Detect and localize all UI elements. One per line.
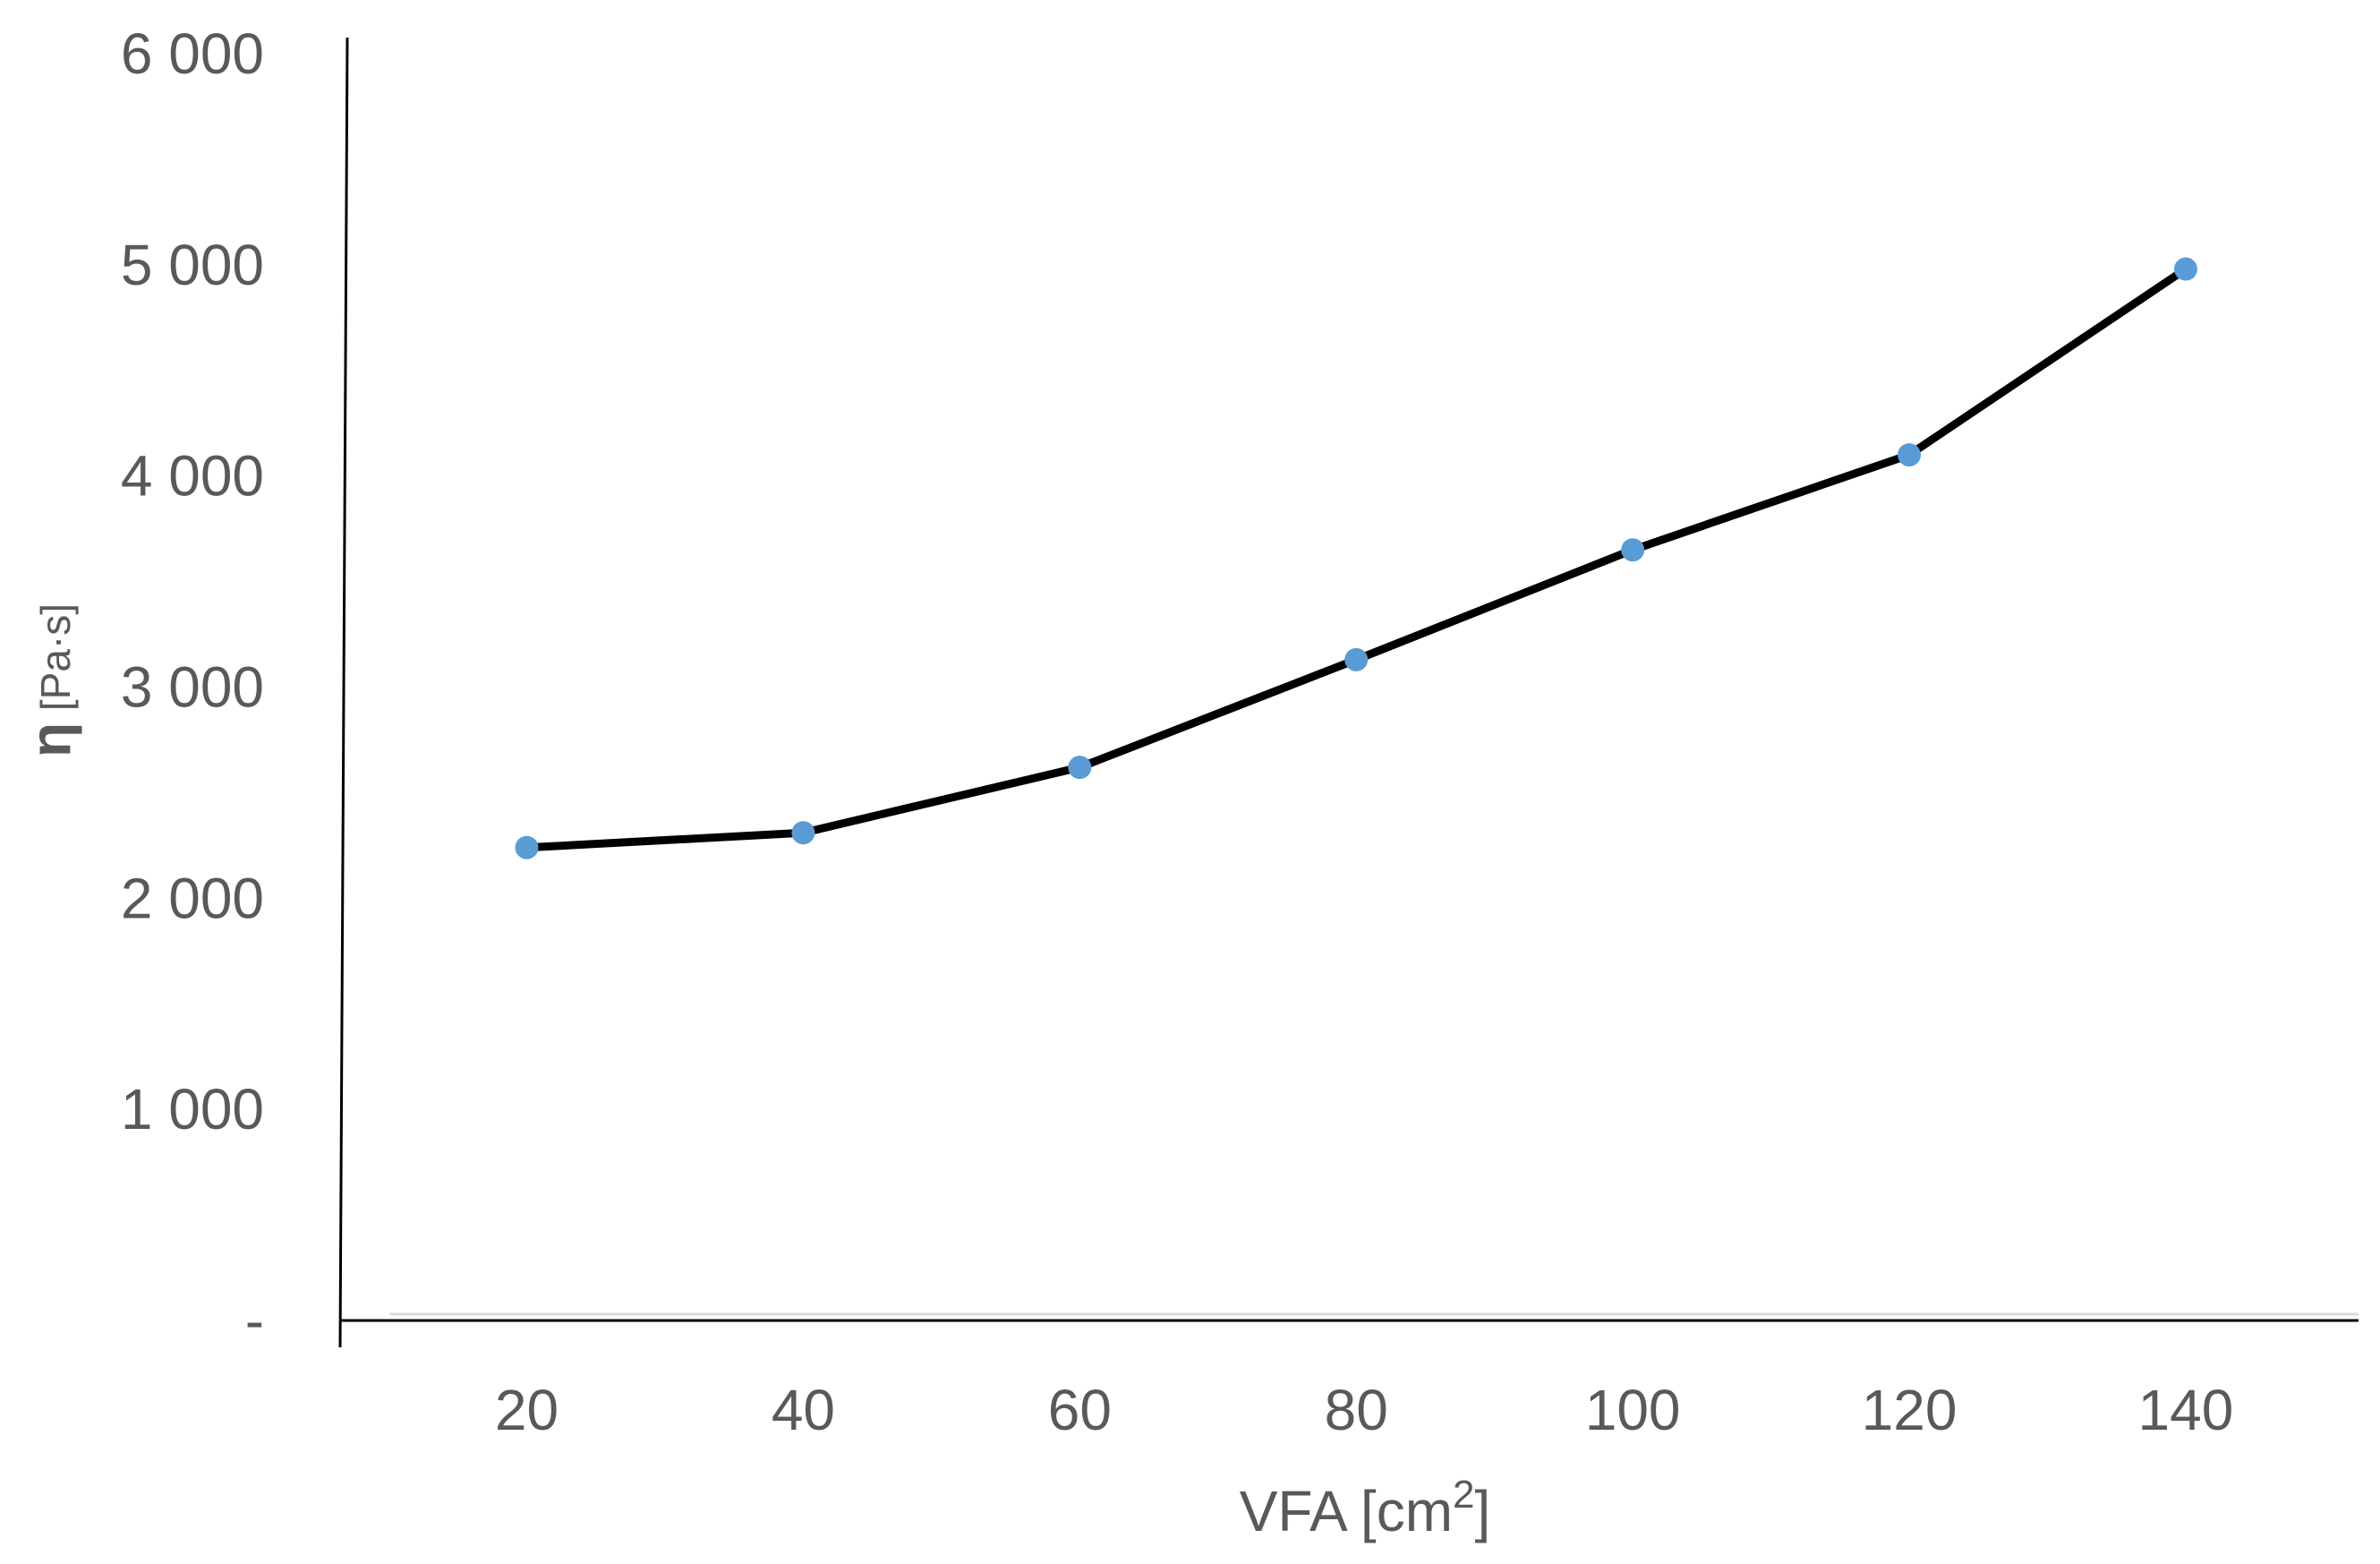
axes-group: - 1 000 2 000 3 000 4 000 5 000 6 000 20 40 60 80 1… [121,21,2359,1442]
data-point [791,821,815,845]
y-tick-label: 3 000 [121,655,264,720]
labels-group: VFA [cm2] η [Pa·s] [18,603,1490,1543]
x-tick-label: 100 [1585,1378,1681,1442]
y-tick-label: 1 000 [121,1077,264,1141]
y-axis-title-unit: [Pa·s] [32,603,79,722]
data-point [515,835,539,859]
y-axis-line [338,37,349,1348]
data-point [2173,257,2197,281]
x-tick-label: 40 [772,1378,835,1442]
x-tick-label: 20 [495,1378,559,1442]
y-tick-label: - [245,1288,264,1353]
y-tick-label: 2 000 [121,866,264,930]
x-tick-label: 80 [1325,1378,1388,1442]
x-tick-label: 60 [1048,1378,1112,1442]
data-point [1344,647,1369,671]
data-point [1898,443,1922,467]
y-axis-title-symbol: η [18,722,82,757]
y-tick-label: 5 000 [121,233,264,297]
x-axis-title-superscript: 2 [1453,1473,1474,1517]
y-axis-title: η [Pa·s] [18,603,82,757]
series-line [523,265,2190,852]
x-tick-label: 140 [2138,1378,2234,1442]
x-axis-title-main: VFA [cm [1240,1479,1453,1543]
data-point [1621,538,1645,562]
y-tick-label: 6 000 [121,21,264,86]
series-group [515,257,2197,859]
data-point [1068,756,1092,780]
x-tick-label: 120 [1862,1378,1958,1442]
x-axis-title: VFA [cm2] [1240,1473,1491,1543]
y-tick-label: 4 000 [121,444,264,509]
x-axis-title-suffix: ] [1474,1479,1490,1543]
